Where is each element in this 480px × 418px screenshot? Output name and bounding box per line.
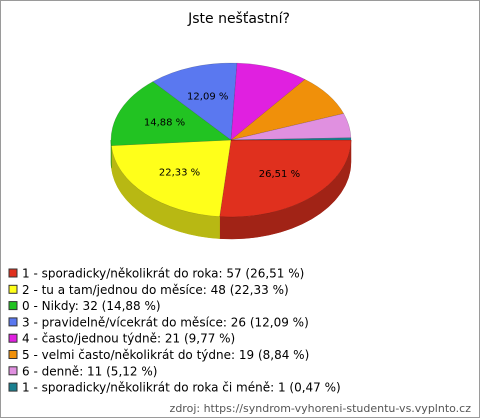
legend-swatch [8,317,18,327]
slice-label: 22,33 % [159,167,200,178]
legend-label: 1 - sporadicky/několikrát do roka: 57 (2… [22,267,304,281]
legend-swatch [8,301,18,311]
legend-swatch [8,382,18,392]
slice-label: 12,09 % [187,91,228,102]
legend-swatch [8,268,18,278]
slice [230,113,352,141]
legend-swatch [8,333,18,343]
slice [111,139,232,217]
source: zdroj: https://syndrom-vyhoreni-studentu… [170,402,472,415]
legend-label: 4 - často/jednou týdně: 21 (9,77 %) [22,332,235,346]
slice [219,139,352,218]
slice [230,79,345,141]
slice-label: 14,88 % [144,117,185,128]
legend-swatch [8,350,18,359]
legend-swatch [8,284,18,294]
legend-label: 2 - tu a tam/jednou do měsíce: 48 (22,33… [22,283,289,297]
slice [230,137,352,141]
legend-label: 0 - Nikdy: 32 (14,88 %) [22,299,161,313]
slice-label: 26,51 % [259,169,300,180]
legend-label: 3 - pravidelně/vícekrát do měsíce: 26 (1… [22,315,309,329]
legend-swatch [8,366,18,376]
slice [110,81,232,146]
chart-title: Jste nešťastní? [187,11,290,27]
legend-label: 1 - sporadicky/několikrát do roka či mén… [22,381,341,395]
slice [230,62,306,141]
legend-label: 5 - velmi často/několikrát do týdne: 19 … [22,348,309,362]
slice [152,62,238,141]
legend-label: 6 - denně: 11 (5,12 %) [22,364,157,378]
